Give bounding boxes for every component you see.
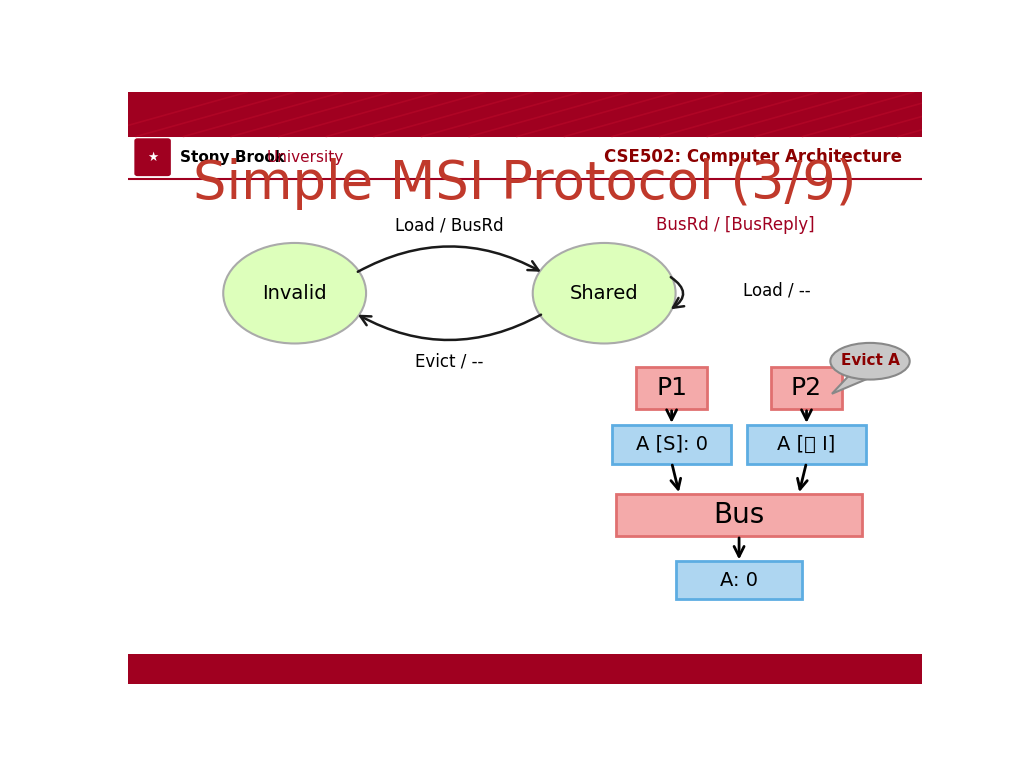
Text: University: University [267, 150, 344, 164]
FancyBboxPatch shape [676, 561, 802, 599]
FancyArrowPatch shape [360, 315, 541, 340]
Text: CSE502: Computer Architecture: CSE502: Computer Architecture [604, 148, 902, 166]
Ellipse shape [532, 243, 676, 343]
FancyArrowPatch shape [671, 277, 684, 308]
FancyBboxPatch shape [134, 138, 171, 176]
Text: Load / BusRd: Load / BusRd [395, 217, 504, 234]
FancyBboxPatch shape [616, 494, 861, 536]
Ellipse shape [830, 343, 909, 379]
Bar [128, 654, 922, 684]
Text: Bus: Bus [714, 501, 765, 529]
Text: Shared: Shared [569, 283, 639, 303]
Text: Load / --: Load / -- [743, 281, 811, 300]
FancyBboxPatch shape [612, 425, 731, 464]
Text: A [Ⓢ I]: A [Ⓢ I] [777, 435, 836, 454]
FancyBboxPatch shape [748, 425, 865, 464]
Text: Evict / --: Evict / -- [415, 353, 483, 370]
Text: A: 0: A: 0 [720, 571, 758, 590]
Text: A [S]: 0: A [S]: 0 [636, 435, 708, 454]
Ellipse shape [223, 243, 367, 343]
Bar [128, 92, 922, 137]
FancyBboxPatch shape [636, 366, 707, 409]
FancyArrowPatch shape [357, 247, 539, 272]
Text: Simple MSI Protocol (3/9): Simple MSI Protocol (3/9) [194, 157, 856, 210]
Text: Evict A: Evict A [841, 353, 899, 368]
Text: P1: P1 [656, 376, 687, 400]
Polygon shape [831, 374, 874, 394]
Text: P2: P2 [791, 376, 822, 400]
Text: Stony Brook: Stony Brook [179, 150, 285, 164]
FancyBboxPatch shape [771, 366, 842, 409]
Text: Invalid: Invalid [262, 283, 327, 303]
Text: ★: ★ [147, 151, 159, 164]
Text: BusRd / [BusReply]: BusRd / [BusReply] [655, 217, 814, 234]
